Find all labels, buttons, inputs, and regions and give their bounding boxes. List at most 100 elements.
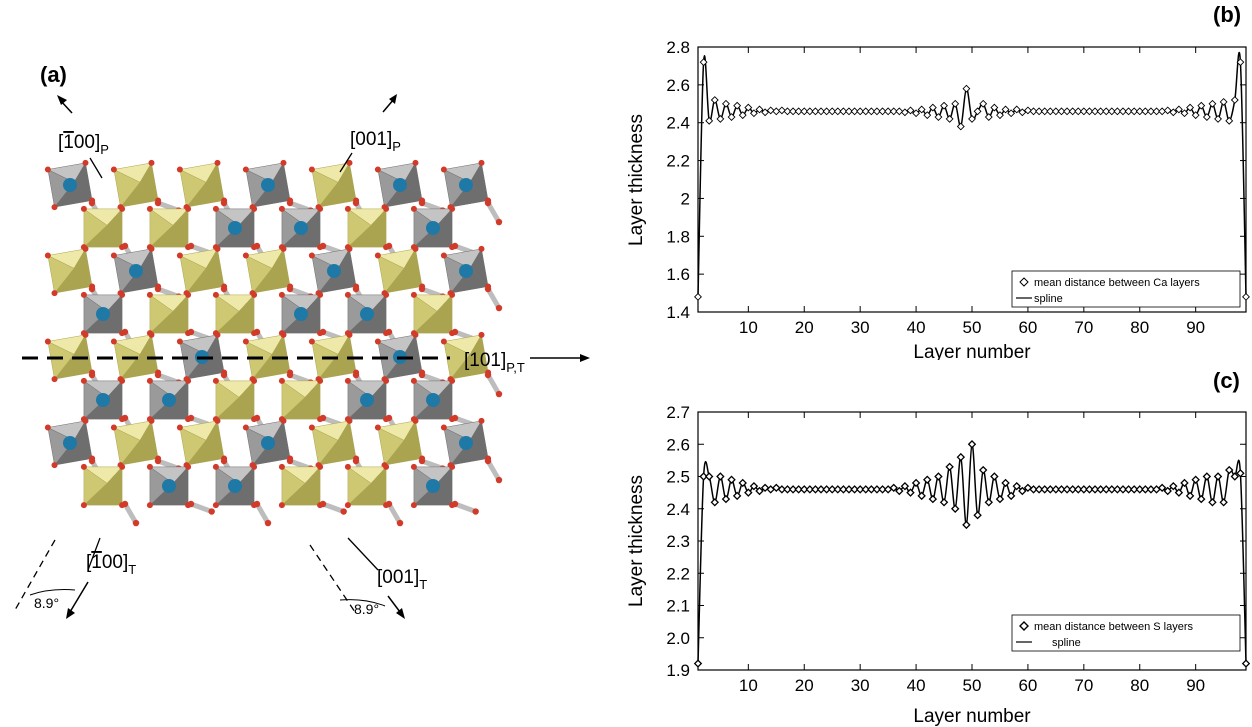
oxygen-atom [154,285,162,293]
chart-c-legend-series-1: mean distance between S layers [1034,621,1193,633]
oxygen-atom [44,424,51,431]
data-point [945,462,954,472]
chart-b-legend-series-2: spline [1034,293,1063,305]
oxygen-atom [319,328,327,336]
oxygen-atom [121,242,129,250]
oxygen-atom [119,291,126,298]
oxygen-atom [80,205,87,212]
cation-atom [96,393,110,407]
data-point [973,107,982,116]
chart-c-legend-diamond [1019,621,1029,631]
data-point [732,491,742,501]
oxygen-atom [187,328,195,336]
angle-label-left: 8.9° [34,595,59,611]
arrow-100T-line [69,581,89,613]
oxygen-atom [253,500,261,508]
oxygen-atom [44,338,51,345]
oxygen-atom [80,291,87,298]
oxygen-atom [308,166,315,173]
chart-b-ticks: 10 20 30 40 50 60 70 80 90 1.4 1.6 1.8 2 2.2 2.4 2.6 2.8 [666,38,1246,337]
y-tick-label: 1.4 [666,303,690,322]
oxygen-atom [286,199,294,207]
oxygen-atom [346,159,353,166]
arrow-100P-head [57,95,67,105]
oxygen-atom [253,242,261,250]
data-point [990,472,999,481]
data-point [1219,97,1228,106]
oxygen-atom [242,424,249,431]
chart-b-legend: mean distance between Ca layers spline [1011,270,1241,308]
octahedron-face [106,466,123,506]
octahedron-face [205,162,225,202]
data-point [923,475,932,484]
data-point [1197,101,1206,110]
oxygen-atom [383,205,390,212]
octahedron-face [238,208,255,248]
oxygen-atom [440,166,447,173]
octahedron-face [106,208,123,248]
data-point [699,58,708,67]
data-point [710,498,719,507]
data-point [721,494,731,504]
octahedron-face [370,380,387,420]
chart-c-legend-series-2: spline [1052,637,1081,649]
octahedron-face [304,466,321,506]
oxygen-atom [212,463,219,470]
data-point [928,103,937,112]
chart-c-markers [693,440,1250,668]
chart-b-legend-series-1: mean distance between Ca layers [1034,277,1200,289]
octahedron-face [436,466,453,506]
y-tick-label: 2.4 [666,114,690,133]
oxygen-atom [449,291,456,298]
oxygen-atom [412,331,419,338]
oxygen-atom [88,285,96,293]
dashed-001T [309,544,356,613]
oxygen-atom [51,462,58,469]
octahedron-face [337,420,357,460]
x-tick-label: 30 [851,318,870,337]
cation-atom [393,178,407,192]
oxygen-atom [449,463,456,470]
cation-atom [426,393,440,407]
y-tick-label: 1.8 [666,227,690,246]
oxygen-atom [82,417,89,424]
molecule-bond [386,501,403,526]
octahedron-face [469,162,489,202]
oxygen-atom [278,205,285,212]
data-point [1001,478,1010,488]
data-point [906,106,915,115]
oxygen-atom [121,328,129,336]
oxygen-atom [185,377,192,384]
data-point [738,111,747,120]
oxygen-atom [280,159,287,166]
chart-c: 10 20 30 40 50 60 70 80 90 1.9 2.0 2.1 2.2 2.3 2.4 2.5 2… [626,403,1250,727]
cation-atom [261,436,275,450]
data-point [967,440,977,449]
oxygen-atom [344,291,351,298]
molecule-bond [320,501,347,515]
octahedron-face [271,420,291,460]
oxygen-atom [472,508,479,515]
data-point [1230,96,1239,104]
oxygen-atom [264,519,272,527]
data-point [1158,107,1167,116]
data-point [1213,472,1223,481]
oxygen-atom [478,159,485,166]
oxygen-atom [278,291,285,298]
oxygen-atom [418,371,426,379]
data-point [1219,498,1228,507]
oxygen-atom [383,377,390,384]
oxygen-atom [214,159,221,166]
oxygen-atom [317,291,324,298]
octahedron-face [337,334,357,374]
oxygen-atom [212,291,219,298]
oxygen-atom [286,285,294,293]
oxygen-atom [214,331,221,338]
oxygen-atom [344,463,351,470]
oxygen-atom [148,331,155,338]
oxygen-atom [51,204,58,211]
octahedron-face [139,162,159,202]
label-101-PT: [101]P,T [464,350,525,375]
y-tick-label: 2.0 [666,629,690,648]
data-point [1225,116,1234,125]
